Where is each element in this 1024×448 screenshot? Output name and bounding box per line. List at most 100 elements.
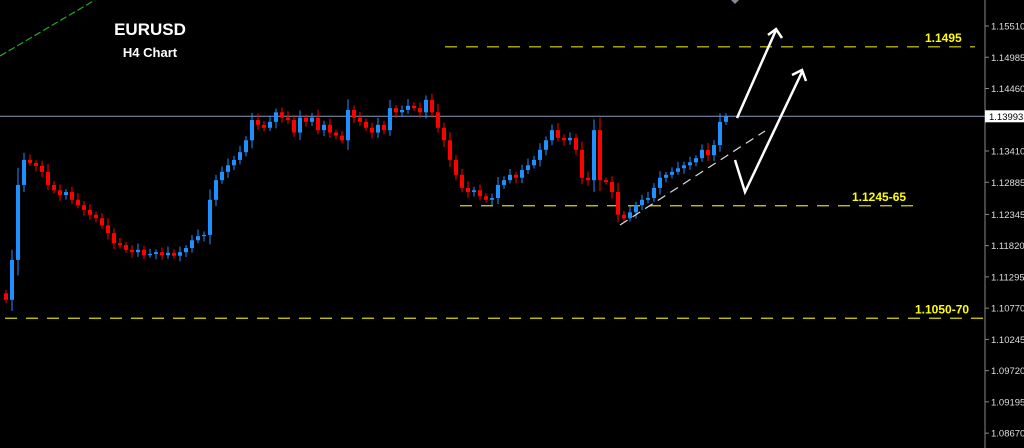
candle-body (466, 187, 470, 193)
candle-body (556, 130, 560, 138)
candle-body (424, 99, 428, 113)
level-label: 1.1050-70 (915, 302, 969, 316)
candle (424, 95, 428, 119)
candle (562, 134, 566, 146)
candle-body (430, 99, 434, 113)
candle-body (298, 117, 302, 133)
candle (244, 136, 248, 157)
candle (484, 193, 488, 203)
y-tick-label: 1.09720 (991, 366, 1024, 377)
candle (706, 143, 710, 162)
candle (508, 168, 512, 184)
candle (610, 176, 614, 199)
candle-body (154, 252, 158, 254)
candle-body (148, 253, 152, 256)
candle (556, 123, 560, 142)
candle (544, 136, 548, 156)
candle (316, 109, 320, 135)
moving-average-line (0, 0, 96, 57)
candle-body (250, 120, 254, 141)
candle-body (82, 205, 86, 210)
candle-body (4, 293, 8, 300)
candle-body (238, 152, 242, 160)
candle (268, 115, 272, 132)
scroll-marker-icon (731, 0, 739, 4)
candle-body (88, 209, 92, 215)
candle-body (268, 121, 272, 128)
candle-body (160, 252, 164, 256)
candle-body (118, 243, 122, 246)
candle-body (658, 177, 662, 188)
candle (166, 246, 170, 259)
candle (442, 122, 446, 148)
candle (598, 117, 602, 191)
candle (208, 189, 212, 245)
candle-body (46, 171, 50, 185)
candle (436, 104, 440, 133)
candle-body (706, 149, 710, 156)
candle (370, 122, 374, 139)
candle-body (652, 187, 656, 199)
candle-body (262, 124, 266, 128)
candle-body (232, 159, 236, 166)
y-tick-label: 1.13410 (991, 147, 1024, 158)
candle-body (400, 109, 404, 113)
candle (226, 158, 230, 178)
candle (658, 171, 662, 195)
candle (496, 177, 500, 205)
candle (100, 213, 104, 229)
candle (250, 112, 254, 149)
candle-body (274, 112, 278, 122)
level-label: 1.1245-65 (852, 190, 906, 204)
candle-body (472, 190, 476, 193)
candle (70, 186, 74, 205)
candle (574, 133, 578, 155)
y-tick-label: 1.11820 (991, 241, 1024, 252)
candle (22, 152, 26, 192)
candle-body (712, 145, 716, 156)
candle-body (22, 159, 26, 185)
candle-body (382, 124, 386, 131)
candle-body (664, 174, 668, 178)
candle-body (718, 121, 722, 146)
candle (712, 140, 716, 161)
candle (532, 155, 536, 169)
candle (724, 113, 728, 126)
candle-body (220, 171, 224, 181)
candle (232, 155, 236, 171)
candle (646, 191, 650, 204)
candle (400, 105, 404, 117)
candle-body (532, 159, 536, 166)
candle (376, 117, 380, 138)
candle (694, 155, 698, 167)
candle-body (418, 108, 422, 113)
candle-body (172, 252, 176, 256)
candle-body (628, 212, 632, 219)
candle (700, 144, 704, 162)
candle-body (676, 168, 680, 172)
candle (604, 177, 608, 185)
candle-body (562, 137, 566, 141)
candle-body (52, 184, 56, 191)
candle (58, 184, 62, 201)
candle (664, 171, 668, 183)
candle-body (688, 162, 692, 166)
candle-body (388, 108, 392, 131)
candle (88, 204, 92, 220)
candle (634, 201, 638, 219)
candle (262, 121, 266, 132)
y-tick-label: 1.14460 (991, 84, 1024, 95)
candle-body (436, 112, 440, 128)
candle-body (100, 218, 104, 226)
candle-body (178, 252, 182, 256)
candle (538, 143, 542, 167)
candle-body (622, 214, 626, 219)
candle-body (484, 196, 488, 200)
trendline (619, 130, 766, 226)
candle (40, 160, 44, 177)
candle-body (316, 117, 320, 131)
candle-body (496, 184, 500, 199)
candle-body (136, 249, 140, 253)
candle (34, 160, 38, 172)
